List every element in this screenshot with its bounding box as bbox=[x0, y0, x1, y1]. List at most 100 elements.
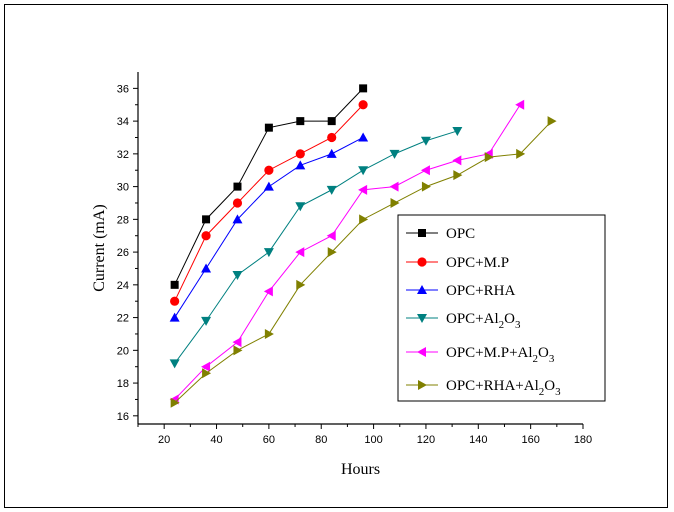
data-point bbox=[326, 230, 336, 241]
data-point bbox=[169, 359, 180, 369]
data-point bbox=[515, 99, 525, 110]
legend-label: OPC+M.P bbox=[446, 255, 509, 271]
series-5 bbox=[170, 116, 557, 408]
legend-box bbox=[397, 214, 606, 402]
data-point bbox=[264, 123, 273, 132]
data-point bbox=[202, 368, 212, 379]
data-point bbox=[389, 149, 400, 159]
y-tick-label: 36 bbox=[117, 83, 129, 95]
data-point bbox=[296, 279, 306, 290]
data-point bbox=[359, 214, 369, 225]
data-point bbox=[327, 247, 337, 258]
data-point bbox=[358, 166, 369, 176]
data-point bbox=[263, 286, 273, 297]
legend: OPC OPC+M.P OPC+RHA OPC+Al2O3 OPC+M.P+Al2O3 O… bbox=[397, 214, 606, 402]
legend-label: OPC bbox=[446, 226, 475, 242]
data-point bbox=[201, 361, 211, 372]
x-tick-label: 100 bbox=[364, 434, 382, 446]
data-point bbox=[358, 100, 368, 110]
data-point bbox=[453, 170, 463, 181]
data-point bbox=[170, 397, 180, 408]
data-point bbox=[452, 126, 463, 136]
y-tick-label: 24 bbox=[117, 280, 129, 292]
data-point bbox=[232, 214, 243, 224]
data-point bbox=[170, 280, 179, 289]
legend-marker bbox=[417, 285, 427, 294]
x-tick-label: 140 bbox=[469, 434, 487, 446]
x-tick-label: 180 bbox=[574, 434, 592, 446]
data-point bbox=[359, 84, 368, 93]
data-point bbox=[484, 152, 494, 163]
y-tick-label: 32 bbox=[117, 149, 129, 161]
data-point bbox=[295, 247, 305, 258]
y-tick-label: 16 bbox=[117, 411, 129, 423]
series-3 bbox=[169, 126, 463, 369]
y-tick-label: 28 bbox=[117, 214, 129, 226]
x-tick-label: 120 bbox=[417, 434, 435, 446]
series-line bbox=[174, 130, 458, 364]
data-point bbox=[516, 148, 526, 159]
y-tick-label: 22 bbox=[117, 313, 129, 325]
data-point bbox=[326, 185, 337, 195]
data-point bbox=[169, 312, 180, 322]
x-tick-label: 80 bbox=[315, 434, 327, 446]
y-tick-label: 30 bbox=[117, 182, 129, 194]
data-point bbox=[201, 316, 212, 326]
y-tick-label: 34 bbox=[117, 116, 129, 128]
x-tick-label: 40 bbox=[210, 434, 222, 446]
data-point bbox=[201, 231, 211, 241]
data-point bbox=[327, 117, 336, 126]
data-point bbox=[233, 345, 243, 356]
series-0 bbox=[170, 84, 368, 289]
data-point bbox=[264, 165, 274, 175]
series-layer bbox=[169, 84, 557, 408]
data-point bbox=[232, 198, 243, 208]
legend-label: OPC+RHA bbox=[446, 283, 515, 299]
legend-marker bbox=[417, 257, 427, 267]
x-axis-title: Hours bbox=[341, 461, 380, 478]
data-point bbox=[421, 181, 431, 192]
data-point bbox=[201, 263, 212, 273]
data-point bbox=[358, 132, 369, 142]
series-2 bbox=[169, 132, 369, 322]
legend-marker bbox=[418, 229, 426, 237]
legend-marker bbox=[417, 347, 426, 357]
legend-label: OPC+RHA+Al2O3 bbox=[446, 378, 561, 398]
series-line bbox=[174, 104, 521, 400]
data-point bbox=[202, 215, 211, 224]
data-point bbox=[232, 271, 243, 281]
legend-label: OPC+Al2O3 bbox=[446, 311, 521, 331]
data-point bbox=[233, 182, 242, 191]
data-point bbox=[358, 184, 368, 195]
data-point bbox=[452, 155, 462, 166]
data-point bbox=[420, 136, 431, 146]
data-point bbox=[263, 248, 274, 258]
data-point bbox=[327, 132, 337, 143]
data-point bbox=[263, 181, 274, 191]
series-4 bbox=[169, 99, 525, 405]
data-point bbox=[295, 202, 306, 212]
data-point bbox=[296, 117, 305, 126]
x-tick-label: 160 bbox=[521, 434, 539, 446]
data-point bbox=[264, 328, 274, 339]
y-axis-title: Current (mA) bbox=[91, 204, 108, 292]
data-point bbox=[547, 116, 557, 127]
legend-marker bbox=[418, 380, 427, 390]
x-tick-label: 20 bbox=[158, 434, 170, 446]
data-point bbox=[232, 337, 242, 348]
x-tick-label: 60 bbox=[263, 434, 275, 446]
y-tick-label: 20 bbox=[117, 345, 129, 357]
data-point bbox=[295, 149, 305, 159]
y-tick-label: 18 bbox=[117, 378, 129, 390]
legend-marker bbox=[417, 314, 427, 323]
data-point bbox=[389, 181, 399, 192]
series-1 bbox=[170, 100, 368, 306]
legend-label: OPC+M.P+Al2O3 bbox=[446, 345, 555, 365]
axes: 20 40 60 80 100 120 140 160 180 16 18 20 22 24 26 28 30 3… bbox=[117, 72, 592, 446]
data-point bbox=[390, 197, 400, 208]
y-tick-label: 26 bbox=[117, 247, 129, 259]
data-point bbox=[295, 160, 306, 170]
data-point bbox=[420, 165, 430, 176]
data-point bbox=[170, 296, 180, 306]
